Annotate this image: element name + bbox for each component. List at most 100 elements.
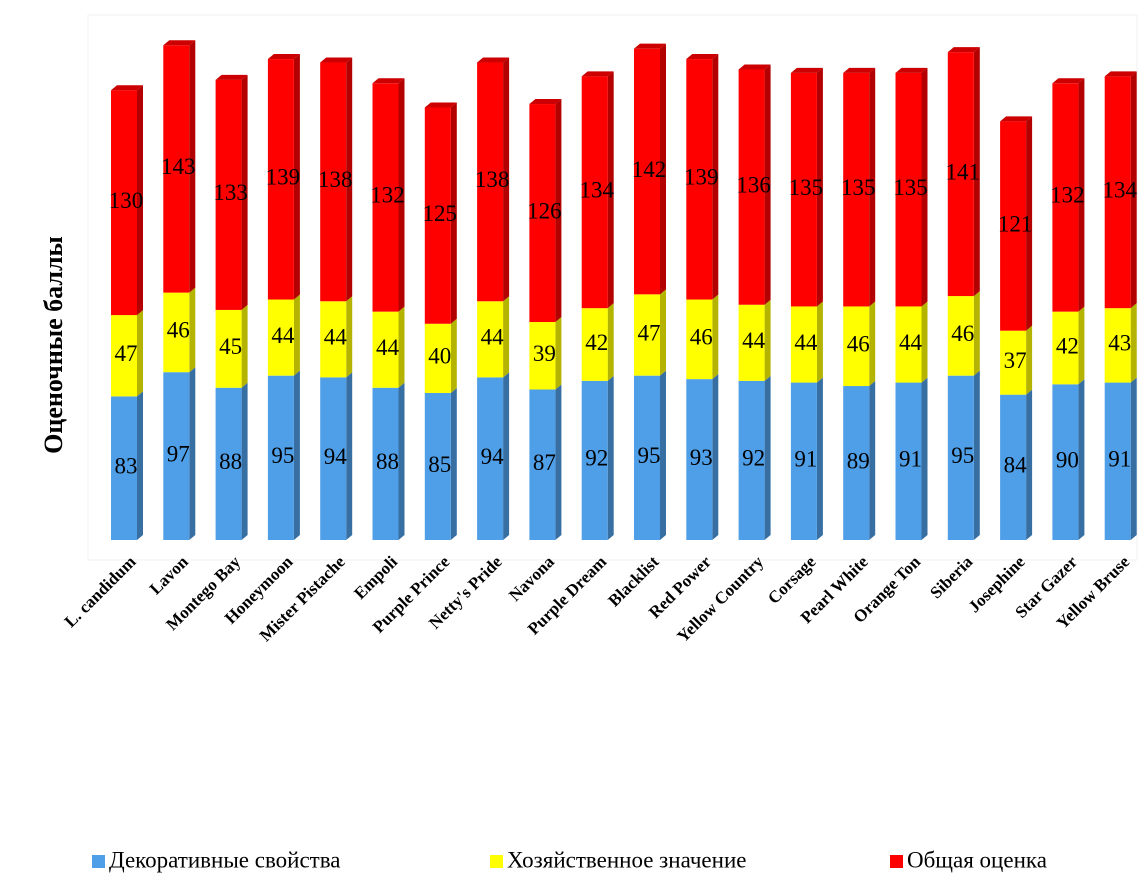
bar-side [137, 391, 143, 540]
data-label: 84 [1004, 453, 1028, 478]
bar-side [450, 387, 457, 540]
bar-side [189, 367, 196, 540]
data-label: 91 [899, 447, 922, 472]
bar-side [973, 47, 980, 297]
bar-segment [477, 377, 504, 540]
bar-segment [424, 392, 451, 540]
bar-side [398, 382, 405, 540]
data-label: 94 [481, 444, 505, 469]
bar-segment [477, 62, 504, 302]
data-label: 92 [742, 446, 765, 471]
bar-side [293, 54, 300, 300]
bar-segment [1104, 76, 1131, 309]
bar-segment [372, 83, 399, 312]
bar-segment [947, 52, 974, 297]
bar-side [816, 67, 823, 307]
data-label: 44 [742, 328, 766, 353]
bar-segment [1000, 330, 1027, 395]
bar-segment [320, 301, 347, 378]
bar-top [738, 64, 771, 70]
data-label: 139 [266, 165, 301, 190]
bar-segment [529, 389, 556, 540]
bar-top [895, 67, 928, 73]
bar-top [267, 54, 300, 60]
bar-segment [1104, 308, 1131, 383]
bar-side [869, 381, 876, 540]
data-label: 134 [1102, 178, 1137, 203]
bar-side [241, 304, 248, 388]
data-label: 143 [161, 154, 196, 179]
data-label: 46 [847, 332, 870, 357]
bar-segment [320, 62, 347, 302]
data-label: 89 [847, 448, 870, 473]
bar-segment [1052, 83, 1079, 312]
bar-segment [790, 306, 817, 383]
bar-side [660, 289, 666, 376]
bar-segment [267, 299, 294, 376]
bar-segment [947, 375, 974, 540]
data-label: 125 [423, 201, 458, 226]
bar-side [921, 67, 928, 307]
bar-side [346, 372, 353, 540]
bar-side [607, 71, 614, 309]
bar-segment [1000, 121, 1027, 331]
bar-top [790, 67, 823, 73]
data-label: 97 [167, 441, 190, 466]
legend-label: Хозяйственное значение [507, 847, 746, 872]
bar-segment [686, 379, 713, 540]
bar-side [607, 375, 614, 540]
data-label: 46 [690, 325, 713, 350]
data-label: 132 [1050, 183, 1085, 208]
bar-segment [372, 387, 399, 540]
bar-side [137, 85, 143, 316]
bar-side [921, 377, 928, 540]
bar-segment [738, 380, 765, 540]
data-label: 42 [585, 330, 608, 355]
bar-side [1130, 303, 1137, 383]
bar-side [1026, 389, 1033, 540]
bar-segment [634, 294, 660, 376]
bar-top [1104, 71, 1137, 77]
bar-top [372, 78, 405, 84]
bar-segment [529, 322, 556, 390]
bar-segment [163, 292, 190, 373]
bar-top [947, 47, 980, 53]
data-label: 91 [1108, 447, 1131, 472]
data-label: 45 [219, 334, 242, 359]
bar-top [215, 74, 248, 80]
bar-segment [477, 301, 504, 378]
data-label: 133 [213, 180, 248, 205]
bar-segment [215, 79, 242, 310]
bar-side [764, 64, 771, 305]
bar-side [1026, 325, 1033, 395]
bar-segment [581, 76, 608, 309]
data-label: 47 [638, 320, 661, 345]
bar-segment [424, 323, 451, 393]
bar-segment [843, 72, 870, 307]
bar-side [712, 54, 719, 300]
bar-segment [1052, 311, 1079, 385]
bar-side [503, 372, 510, 540]
data-label: 40 [428, 344, 451, 369]
legend-swatch [890, 855, 903, 868]
bar-segment [634, 48, 660, 295]
bar-side [189, 287, 196, 373]
data-label: 92 [585, 446, 608, 471]
data-label: 47 [115, 341, 138, 366]
data-label: 139 [684, 165, 719, 190]
bar-top [529, 99, 562, 105]
bar-side [1130, 377, 1137, 540]
bar-segment [843, 306, 870, 387]
bar-segment [320, 377, 347, 540]
data-label: 95 [271, 443, 294, 468]
data-label: 44 [271, 323, 295, 348]
data-label: 132 [370, 183, 405, 208]
bar-segment [215, 387, 242, 540]
bar-side [293, 370, 300, 540]
data-label: 95 [951, 443, 974, 468]
bar-top [581, 71, 614, 77]
plot-area [87, 14, 1138, 561]
bar-side [869, 301, 876, 387]
bar-side [1130, 71, 1137, 309]
bar-segment [424, 107, 451, 324]
